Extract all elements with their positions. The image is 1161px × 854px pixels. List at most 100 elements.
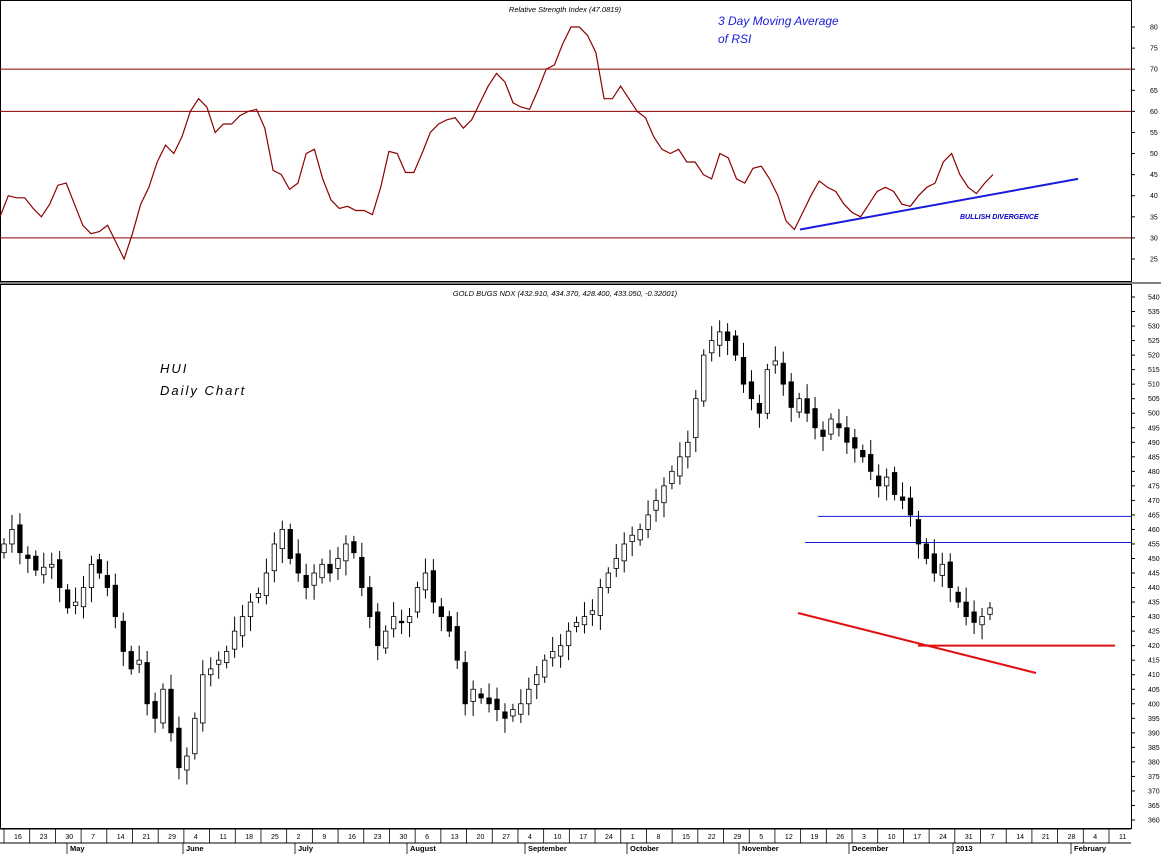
candle-down (478, 693, 484, 699)
candle-up (613, 558, 619, 569)
candle-down (430, 570, 437, 603)
candle-up (526, 688, 532, 705)
candle-up (589, 610, 596, 615)
month-label: October (630, 844, 659, 853)
candle-up (709, 340, 715, 354)
candle-down (17, 524, 23, 554)
x-tick-label: 11 (1119, 834, 1126, 841)
month-label: September (528, 844, 567, 853)
price-y-tick-label: 500 (1148, 411, 1160, 418)
candle-down (891, 472, 898, 495)
price-annotation-hui: HUI (160, 361, 188, 376)
candle-up (677, 456, 683, 477)
x-tick-label: 23 (374, 834, 382, 841)
candle-down (398, 620, 405, 624)
price-y-axis: 360 365 370 375 380 385 390 395 400 405 410 415 420 4… (1131, 295, 1160, 825)
x-tick-label: 25 (271, 834, 279, 841)
price-y-tick-label: 370 (1148, 788, 1160, 795)
x-tick-label: 13 (451, 834, 459, 841)
candle-down (168, 688, 174, 734)
candle-up (637, 529, 643, 541)
rsi-y-tick-label: 65 (1150, 88, 1158, 95)
candle-up (518, 703, 524, 715)
candle-down (327, 563, 333, 574)
price-y-tick-label: 465 (1148, 512, 1160, 519)
x-tick-label: 19 (811, 834, 819, 841)
month-label: August (410, 844, 436, 853)
candle-down (33, 555, 39, 571)
x-tick-label: 8 (656, 834, 660, 841)
rsi-annotation-moving-average: 3 Day Moving Average (718, 14, 839, 28)
candle-down (454, 626, 460, 661)
price-y-tick-label: 375 (1148, 774, 1160, 781)
x-tick-label: 5 (759, 834, 763, 841)
candle-up (987, 607, 993, 615)
candle-down (732, 335, 739, 356)
price-y-tick-label: 410 (1148, 672, 1160, 679)
candle-down (844, 427, 850, 443)
candle-down (860, 450, 866, 458)
candle-up (701, 354, 707, 402)
price-y-tick-label: 540 (1148, 295, 1160, 302)
price-y-tick-label: 445 (1148, 571, 1160, 578)
candle-up (629, 534, 635, 543)
candle-up (216, 659, 222, 665)
candle-down (120, 620, 126, 652)
x-tick-label: 16 (14, 834, 22, 841)
candle-down (724, 331, 731, 341)
candle-down (359, 556, 365, 588)
candle-up (406, 616, 413, 623)
x-tick-label: 10 (888, 834, 896, 841)
candle-down (112, 584, 118, 618)
price-y-tick-label: 470 (1148, 498, 1160, 505)
x-tick-label: 29 (168, 834, 176, 841)
rsi-series-group (0, 26, 1079, 261)
candle-down (96, 559, 103, 574)
candle-down (104, 574, 111, 588)
rsi-y-tick-label: 70 (1150, 67, 1158, 74)
price-y-tick-label: 485 (1148, 454, 1160, 461)
candle-up (184, 755, 190, 771)
candle-down (804, 398, 810, 414)
x-tick-label: 16 (348, 834, 356, 841)
rsi-line (0, 26, 994, 261)
candle-up (72, 601, 79, 606)
candle-up (685, 441, 691, 458)
x-tick-label: 17 (913, 834, 921, 841)
candle-up (669, 470, 675, 484)
candle-up (573, 622, 580, 627)
candle-up (279, 529, 285, 550)
x-tick-label: 1 (631, 834, 635, 841)
candle-down (438, 606, 444, 618)
rsi-title: Relative Strength Index (47.0819) (509, 5, 622, 14)
rsi-y-tick-label: 75 (1150, 46, 1158, 53)
price-y-tick-label: 505 (1148, 396, 1160, 403)
candle-up (80, 587, 87, 608)
price-y-tick-label: 475 (1148, 483, 1160, 490)
month-label: December (852, 844, 888, 853)
month-label: July (298, 844, 314, 853)
price-y-tick-label: 430 (1148, 614, 1160, 621)
price-y-tick-label: 395 (1148, 716, 1160, 723)
x-tick-label: 11 (220, 834, 227, 841)
candle-down (836, 423, 842, 429)
candle-up (772, 360, 778, 366)
price-y-tick-label: 360 (1148, 818, 1160, 825)
candle-up (160, 688, 166, 724)
candle-up (343, 543, 349, 562)
x-tick-label: 15 (682, 834, 690, 841)
candle-up (979, 616, 985, 626)
x-tick-label: 22 (708, 834, 716, 841)
candle-down (899, 496, 906, 501)
candle-down (25, 554, 31, 559)
price-y-tick-label: 515 (1148, 367, 1160, 374)
candle-up (136, 659, 142, 665)
candle-down (907, 497, 914, 516)
candle-up (271, 543, 278, 572)
x-tick-label: 26 (836, 834, 844, 841)
x-tick-label: 24 (939, 834, 947, 841)
x-tick-label: 14 (1016, 834, 1024, 841)
candle-up (653, 499, 659, 511)
x-tick-label: 7 (91, 834, 95, 841)
rsi-y-tick-label: 60 (1150, 109, 1158, 116)
